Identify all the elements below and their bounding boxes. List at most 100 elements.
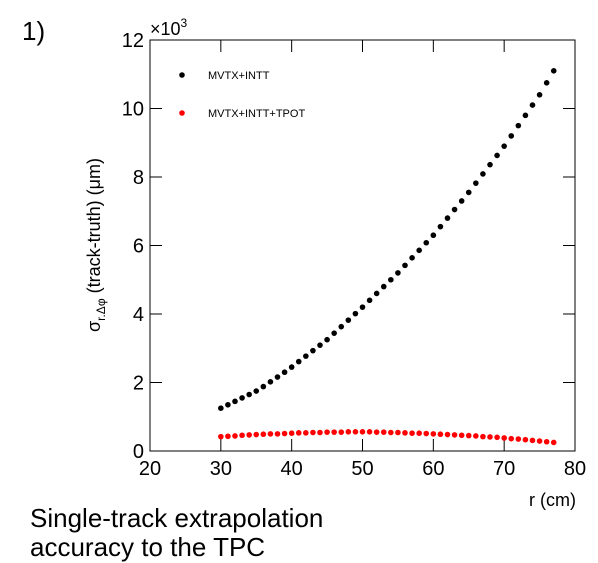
data-point (515, 122, 522, 129)
data-point (380, 283, 387, 290)
data-point (480, 171, 486, 177)
x-tick-label: 80 (564, 458, 586, 480)
data-point (281, 369, 288, 376)
data-point (487, 161, 493, 168)
data-point (246, 432, 252, 438)
data-point (380, 429, 387, 435)
data-point (430, 232, 437, 239)
data-point (473, 433, 479, 439)
x-tick-label: 70 (493, 458, 515, 480)
data-point (416, 247, 422, 254)
data-point (437, 431, 444, 438)
data-point (494, 434, 500, 441)
data-point (373, 429, 380, 435)
data-point (253, 388, 260, 394)
data-point (288, 430, 295, 436)
data-point (366, 297, 373, 304)
data-point (310, 347, 316, 354)
data-point (324, 336, 330, 343)
data-point (232, 398, 238, 405)
data-point (543, 438, 550, 445)
data-point (324, 429, 330, 435)
y-tick-label: 12 (122, 30, 144, 52)
x-tick-label: 20 (139, 458, 161, 480)
data-point (373, 290, 380, 297)
plot-frame (149, 39, 576, 452)
data-point (522, 436, 529, 443)
y-tick-label: 8 (133, 167, 144, 189)
data-point (473, 180, 479, 186)
y-label-symbol: σ (84, 321, 104, 332)
data-point (345, 429, 352, 435)
data-point (423, 430, 430, 437)
y-axis-label: σr.Δφ (track-truth) (μm) (84, 158, 108, 332)
data-point (451, 432, 458, 438)
data-point (487, 434, 493, 440)
data-point (239, 432, 245, 439)
y-multiplier-base: ×10 (150, 19, 181, 39)
data-point (331, 330, 337, 336)
data-point (423, 239, 430, 246)
data-point (253, 431, 260, 438)
data-point (366, 429, 373, 435)
data-point (359, 304, 366, 310)
legend-marker (179, 72, 185, 78)
data-point (444, 215, 451, 221)
data-point (274, 374, 281, 380)
data-point (260, 431, 267, 438)
data-point (218, 405, 224, 411)
data-point (303, 353, 309, 359)
data-point (295, 430, 302, 436)
data-point (515, 436, 522, 442)
caption-line: Single-track extrapolation (30, 503, 323, 533)
data-point (536, 438, 543, 444)
data-point (395, 270, 401, 276)
y-tick-label: 6 (133, 236, 144, 258)
data-point (529, 102, 536, 108)
data-point (522, 112, 529, 119)
y-label-rest: (track-truth) (μm) (84, 158, 104, 293)
y-tick-label: 0 (133, 441, 144, 463)
data-point (395, 429, 401, 436)
legend-label: MVTX+INTT (208, 70, 270, 82)
x-tick-label: 50 (351, 458, 373, 480)
data-point (501, 143, 507, 149)
y-tick-label: 2 (133, 373, 144, 395)
y-tick-label: 10 (122, 99, 144, 121)
data-point (338, 429, 345, 435)
data-point (352, 429, 359, 435)
data-point (480, 433, 486, 440)
x-axis-label: r (cm) (529, 490, 576, 510)
data-point (465, 432, 472, 439)
data-point (402, 430, 408, 436)
data-point (331, 429, 337, 435)
panel-label: 1) (22, 16, 45, 46)
data-point (317, 429, 323, 436)
data-point (246, 391, 252, 398)
data-point (494, 152, 500, 159)
data-point (317, 342, 323, 348)
y-multiplier: ×103 (150, 16, 188, 39)
data-point (402, 262, 408, 269)
data-point (218, 433, 224, 440)
y-multiplier-exponent: 3 (181, 16, 188, 30)
data-point (550, 439, 557, 446)
data-point (388, 429, 394, 436)
data-point (501, 435, 507, 441)
data-point (529, 437, 536, 444)
data-point (543, 80, 550, 86)
data-point (310, 429, 316, 436)
x-tick-label: 60 (422, 458, 444, 480)
legend-label: MVTX+INTT+TPOT (208, 108, 305, 120)
data-point (303, 430, 309, 436)
data-point (267, 379, 274, 385)
data-point (281, 430, 288, 437)
data-point (550, 68, 557, 74)
data-point (437, 223, 444, 230)
data-point (409, 430, 415, 436)
data-point (239, 395, 245, 401)
data-point (388, 276, 394, 283)
caption-line: accuracy to the TPC (30, 532, 265, 562)
